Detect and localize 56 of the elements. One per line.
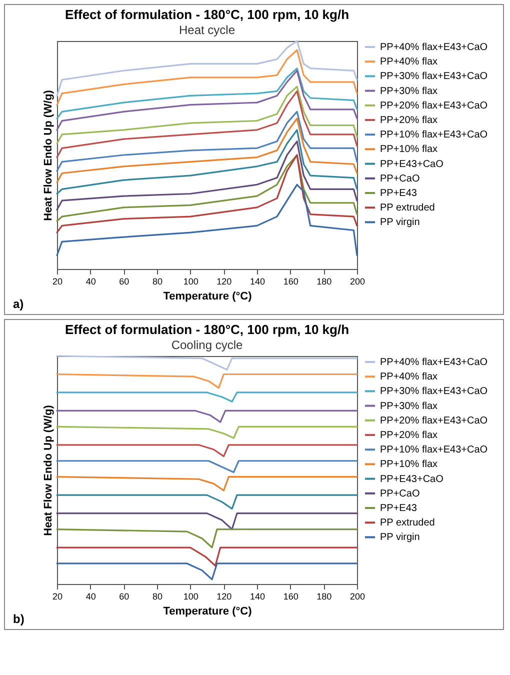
y-axis-title: Heat Flow Endo Up (W/g) bbox=[42, 90, 54, 221]
text: b) bbox=[13, 612, 24, 626]
x-axis-title: Temperature (°C) bbox=[163, 290, 252, 302]
legend-label: PP+40% flax+E43+CaO bbox=[380, 42, 488, 53]
legend-label: PP+CaO bbox=[380, 488, 420, 500]
legend-label: PP+10% flax+E43+CaO bbox=[380, 444, 488, 456]
legend-label: PP+40% flax+E43+CaO bbox=[380, 357, 488, 368]
x-tick-label: 180 bbox=[316, 276, 332, 286]
x-tick-label: 80 bbox=[152, 276, 163, 286]
chart-subtitle: Heat cycle bbox=[178, 23, 236, 38]
x-tick-label: 180 bbox=[316, 592, 332, 602]
x-tick-label: 140 bbox=[250, 276, 266, 286]
chart-title: Effect of formulation - 180°C, 100 rpm, 10 kg/h bbox=[64, 7, 350, 22]
legend-label: PP+20% flax+E43+CaO bbox=[380, 100, 488, 112]
legend-label: PP virgin bbox=[380, 532, 420, 544]
x-tick-label: 20 bbox=[52, 592, 63, 602]
legend-label: PP+40% flax bbox=[380, 372, 438, 383]
legend-label: PP+30% flax bbox=[380, 86, 438, 97]
legend-label: PP extruded bbox=[380, 202, 435, 214]
legend-label: PP extruded bbox=[380, 518, 435, 529]
x-tick-label: 160 bbox=[283, 592, 298, 602]
legend-label: PP+40% flax bbox=[380, 56, 438, 68]
text: a) bbox=[13, 297, 24, 311]
legend-label: PP+E43 bbox=[380, 188, 418, 199]
x-tick-label: 200 bbox=[350, 592, 366, 602]
x-tick-label: 120 bbox=[216, 276, 232, 286]
legend-label: PP+10% flax+E43+CaO bbox=[380, 130, 488, 141]
x-tick-label: 40 bbox=[86, 276, 96, 286]
x-tick-label: 100 bbox=[183, 276, 198, 286]
x-tick-label: 120 bbox=[216, 592, 232, 602]
y-axis-title: Heat Flow Endo Up (W/g) bbox=[42, 404, 54, 536]
legend-label: PP+10% flax bbox=[380, 144, 438, 156]
chart-subtitle: Cooling cycle bbox=[171, 338, 244, 352]
x-tick-label: 80 bbox=[152, 592, 163, 602]
x-axis-title: Temperature (°C) bbox=[163, 606, 252, 618]
legend-label: PP+E43 bbox=[380, 503, 418, 514]
chart-title: Effect of formulation - 180°C, 100 rpm, 10 kg/h bbox=[64, 322, 350, 338]
x-tick-label: 200 bbox=[350, 276, 366, 286]
legend-label: PP virgin bbox=[380, 217, 420, 228]
x-tick-label: 100 bbox=[183, 592, 198, 602]
legend-label: PP+CaO bbox=[380, 173, 420, 184]
legend-label: PP+E43+CaO bbox=[380, 158, 444, 170]
legend-label: PP+10% flax bbox=[380, 459, 438, 470]
legend-label: PP+30% flax bbox=[380, 400, 438, 412]
legend-label: PP+20% flax+E43+CaO bbox=[380, 415, 488, 426]
legend-label: PP+E43+CaO bbox=[380, 474, 444, 485]
x-tick-label: 60 bbox=[119, 592, 130, 602]
x-tick-label: 40 bbox=[86, 592, 96, 602]
legend-label: PP+30% flax+E43+CaO bbox=[380, 71, 488, 82]
legend-label: PP+20% flax bbox=[380, 115, 438, 126]
legend-label: PP+20% flax bbox=[380, 430, 438, 441]
x-tick-label: 160 bbox=[283, 276, 298, 286]
x-tick-label: 140 bbox=[250, 592, 266, 602]
x-tick-label: 20 bbox=[52, 276, 63, 286]
legend-label: PP+30% flax+E43+CaO bbox=[380, 386, 488, 398]
x-tick-label: 60 bbox=[119, 276, 130, 286]
